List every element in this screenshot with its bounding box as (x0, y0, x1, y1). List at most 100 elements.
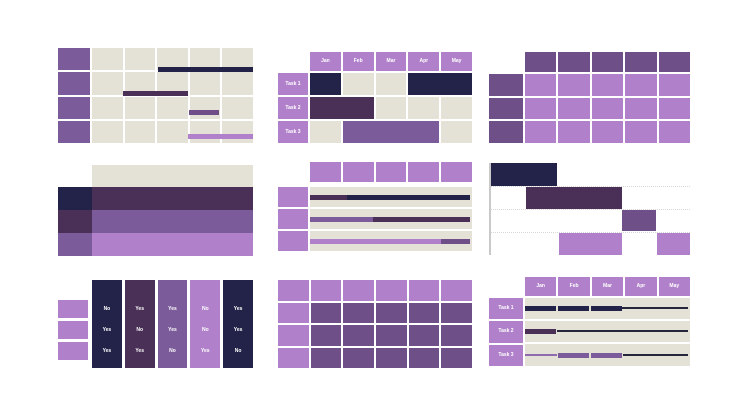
table-grid (278, 280, 472, 368)
gantt-template-basic-bars[interactable] (58, 48, 253, 143)
row-header-cell (58, 210, 92, 233)
connector-line (622, 307, 688, 309)
body-cell (441, 325, 472, 346)
month-header: Mar (591, 277, 624, 296)
gantt-bar (525, 306, 556, 311)
month-header: May (658, 277, 690, 296)
matrix-columns: No Yes Yes Yes No Yes Yes Yes No No No Y… (92, 280, 253, 368)
grid-cell (157, 96, 188, 119)
body-cell (525, 121, 557, 143)
matrix-column: No No Yes (190, 280, 221, 368)
gantt-template-waterfall[interactable] (489, 163, 690, 255)
body-cell (343, 347, 374, 368)
month-header: Apr (408, 52, 440, 71)
grid-cell (375, 97, 407, 119)
table-template-yes-no[interactable]: No Yes Yes Yes No Yes Yes Yes No No No Y… (58, 280, 253, 368)
row-band (92, 233, 253, 256)
body-cell (658, 74, 690, 96)
month-header: Apr (625, 277, 657, 296)
header-cell (408, 280, 440, 301)
row-band (92, 210, 253, 233)
month-header: Mar (375, 52, 407, 71)
gantt-bar (189, 110, 219, 115)
task-label: Task 2 (278, 97, 308, 119)
row-label-cell (58, 72, 90, 95)
grid-cell (157, 72, 188, 95)
matrix-column: Yes Yes No (223, 280, 253, 368)
gantt-block (657, 233, 690, 255)
header-cell (441, 162, 472, 182)
body-cell (591, 121, 624, 143)
gantt-bar (525, 329, 556, 334)
header-cell (310, 280, 342, 301)
table-row (58, 187, 253, 210)
grid-cell (222, 120, 253, 143)
grid-cell (157, 120, 188, 143)
connector-line (557, 330, 688, 332)
gantt-block (559, 233, 622, 255)
gantt-template-timeline-lines[interactable]: Jan Feb Mar Apr May Task 1 Task 2 Task 3 (489, 277, 690, 368)
grid-cell (375, 73, 407, 95)
body-cell (310, 302, 342, 323)
row-header-cell (278, 302, 309, 323)
grid-cell (222, 72, 253, 95)
row-label-cell (58, 300, 88, 318)
gantt-grid (310, 73, 472, 143)
row-label-cell (58, 120, 90, 143)
body-cell (343, 325, 374, 346)
header-cell (278, 280, 309, 301)
column-header-row (310, 162, 472, 182)
month-header: May (441, 52, 472, 71)
gantt-bar (591, 306, 622, 311)
month-header-row: Jan Feb Mar Apr May (310, 52, 472, 71)
row-header-cell (278, 347, 309, 368)
matrix-value: No (201, 305, 209, 312)
header-cell (489, 74, 523, 96)
body-cell (525, 74, 557, 96)
row-band (92, 187, 253, 210)
task-label-column (278, 187, 308, 251)
matrix-value: No (103, 305, 111, 312)
header-cell (591, 52, 624, 72)
table-body (525, 74, 690, 143)
matrix-value: Yes (233, 305, 243, 312)
task-label: Task 2 (489, 321, 523, 343)
header-cell (558, 52, 590, 72)
grid-cell (124, 96, 156, 119)
matrix-value: No (136, 326, 144, 333)
row-label-column (58, 300, 88, 360)
header-cell (375, 280, 407, 301)
gantt-template-progress-bars[interactable] (278, 162, 472, 253)
body-cell (310, 347, 342, 368)
table-template-grid[interactable] (278, 280, 472, 368)
axis-line (489, 163, 491, 255)
task-label-cell (278, 209, 308, 229)
row-label-column (58, 48, 90, 143)
header-cell (408, 162, 440, 182)
body-cell (408, 347, 440, 368)
grid-cell (189, 48, 221, 71)
matrix-value: Yes (233, 326, 243, 333)
task-label-column: Task 1 Task 2 Task 3 (489, 298, 523, 366)
grid-cell (92, 48, 123, 71)
table-template-merged-rows[interactable] (58, 165, 253, 256)
connector-line (623, 354, 688, 356)
matrix-value: Yes (168, 305, 177, 312)
column-header-row (525, 52, 690, 72)
gantt-template-month-blocks[interactable]: Jan Feb Mar Apr May Task 1 Task 2 Task 3 (278, 52, 472, 143)
body-cell (558, 121, 590, 143)
task-label: Task 3 (489, 344, 523, 366)
grid-cell (92, 96, 123, 119)
table-template-header-grid[interactable] (489, 52, 690, 143)
task-label: Task 3 (278, 121, 308, 143)
body-cell (343, 302, 374, 323)
grid-cell (222, 48, 253, 71)
progress-segment (310, 217, 373, 222)
row-label-cell (58, 342, 88, 360)
grid-cell (310, 121, 341, 143)
progress-segment (310, 239, 441, 244)
grid-cell (124, 72, 156, 95)
row-header-cell (58, 233, 92, 256)
body-cell (525, 97, 557, 120)
body-cell (375, 302, 407, 323)
